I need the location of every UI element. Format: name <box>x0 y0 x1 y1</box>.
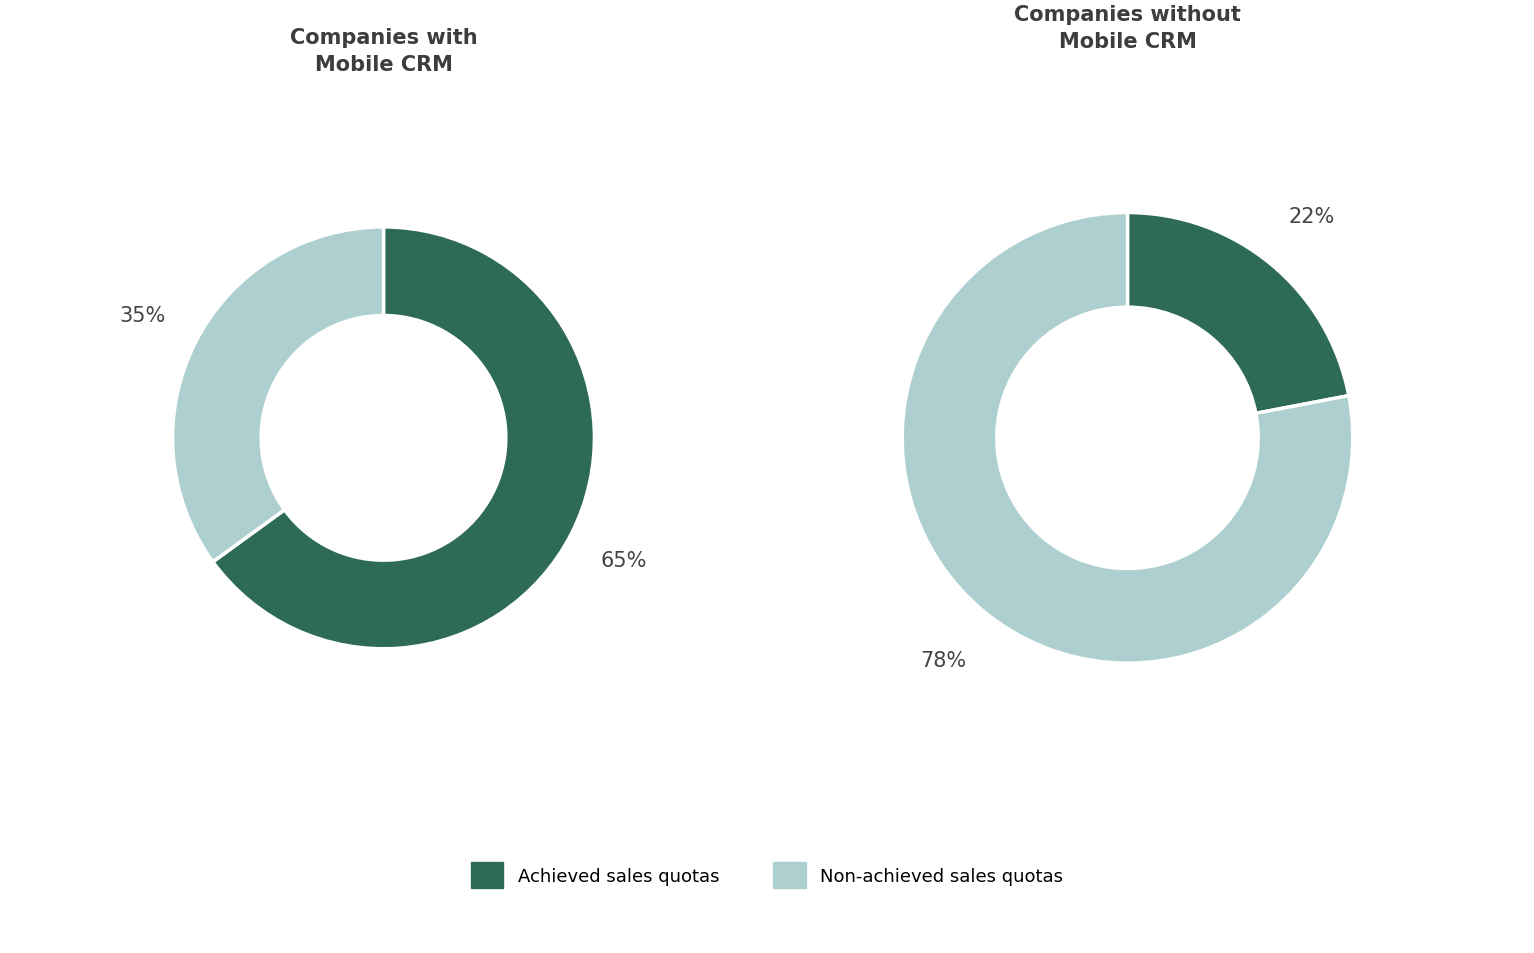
Wedge shape <box>1127 213 1348 414</box>
Wedge shape <box>902 213 1353 663</box>
Title: Companies with
Mobile CRM: Companies with Mobile CRM <box>290 29 477 74</box>
Text: 22%: 22% <box>1289 207 1335 227</box>
Legend: Achieved sales quotas, Non-achieved sales quotas: Achieved sales quotas, Non-achieved sale… <box>453 844 1081 906</box>
Title: Companies without
Mobile CRM: Companies without Mobile CRM <box>1014 6 1241 51</box>
Text: 78%: 78% <box>920 650 966 670</box>
Wedge shape <box>173 228 384 562</box>
Text: 65%: 65% <box>601 551 647 571</box>
Text: 35%: 35% <box>120 306 166 326</box>
Wedge shape <box>213 228 594 649</box>
